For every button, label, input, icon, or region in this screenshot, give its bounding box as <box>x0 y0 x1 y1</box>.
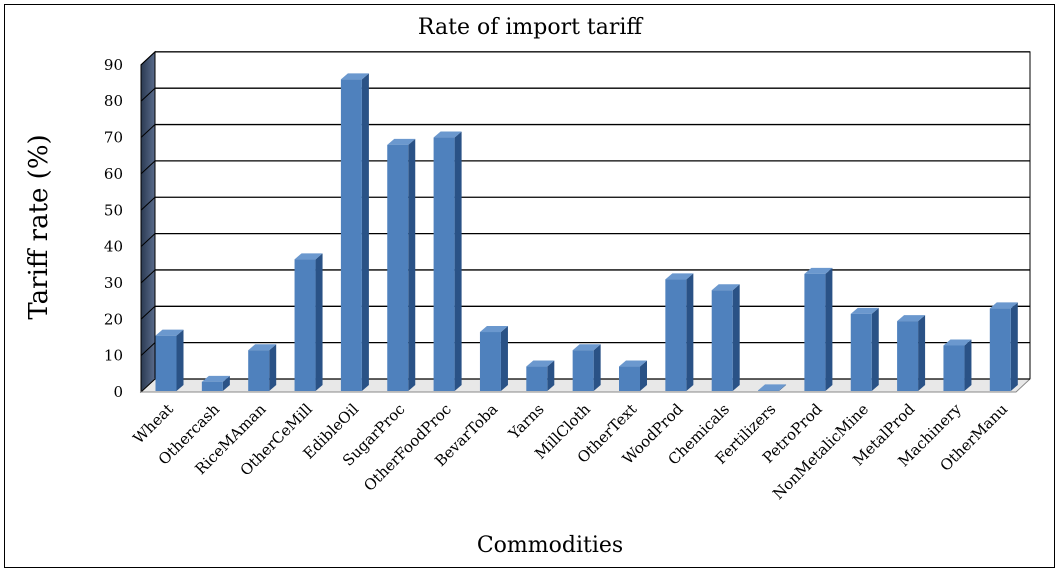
bar-front <box>202 382 223 391</box>
bar-side <box>501 326 508 391</box>
bar-front <box>851 314 872 391</box>
bar <box>804 268 832 391</box>
bar-front <box>526 367 547 391</box>
bar-side <box>918 315 925 391</box>
bar-front <box>804 274 825 391</box>
x-axis-label: Commodities <box>477 533 623 558</box>
x-axis-ticks: WheatOthercashRiceMAmanOtherCeMillEdible… <box>129 400 1011 503</box>
bar-side <box>408 139 415 391</box>
bar-side <box>316 253 323 391</box>
bar-side <box>1011 302 1018 391</box>
y-axis-label: Tariff rate (%) <box>24 134 54 319</box>
bar-front <box>619 367 640 391</box>
y-axis-ticks: 0 10 20 30 40 50 60 70 80 90 <box>104 56 123 401</box>
bar-front <box>434 138 455 391</box>
bar-side <box>686 273 693 391</box>
y-tick-label: 80 <box>104 92 123 110</box>
bar-front <box>712 290 733 391</box>
y-tick-label: 10 <box>104 347 123 365</box>
bar <box>341 73 369 391</box>
bar-front <box>387 145 408 391</box>
bar-side <box>269 344 276 391</box>
bar <box>943 339 971 391</box>
bar-front <box>665 279 686 391</box>
side-wall <box>141 52 155 392</box>
bar-side <box>362 73 369 391</box>
bar-front <box>897 321 918 391</box>
bar <box>480 326 508 391</box>
bar-front <box>573 350 594 391</box>
y-tick-label: 70 <box>104 129 123 147</box>
y-tick-label: 60 <box>104 165 123 183</box>
x-tick-label: Yarns <box>504 400 547 443</box>
bar <box>619 361 647 391</box>
y-tick-label: 20 <box>104 310 123 328</box>
y-tick-label: 90 <box>104 56 123 74</box>
bar-side <box>964 339 971 391</box>
bar <box>295 253 323 391</box>
bar <box>665 273 693 391</box>
bar-side <box>455 132 462 391</box>
bar <box>156 330 184 391</box>
bar-front <box>156 336 177 391</box>
y-tick-label: 30 <box>104 274 123 292</box>
bar-side <box>733 284 740 391</box>
bar-front <box>480 332 501 391</box>
bar-front <box>248 350 269 391</box>
bar <box>712 284 740 391</box>
bar <box>573 344 601 391</box>
bar <box>434 132 462 391</box>
y-tick-label: 40 <box>104 238 123 256</box>
chart-title: Rate of import tariff <box>418 15 644 40</box>
bar-front <box>758 390 779 391</box>
bar <box>248 344 276 391</box>
bar <box>851 308 879 391</box>
bar-side <box>872 308 879 391</box>
chart-walls <box>141 52 1030 392</box>
bar-side <box>177 330 184 391</box>
bar-side <box>594 344 601 391</box>
bar <box>387 139 415 391</box>
bar <box>990 302 1018 391</box>
bar-front <box>295 259 316 391</box>
bar-front <box>341 79 362 391</box>
bar-front <box>943 345 964 391</box>
y-tick-label: 50 <box>104 201 123 219</box>
bar-side <box>825 268 832 391</box>
bar-front <box>990 308 1011 391</box>
bar <box>526 361 554 391</box>
bar <box>897 315 925 391</box>
y-tick-label: 0 <box>113 383 123 401</box>
